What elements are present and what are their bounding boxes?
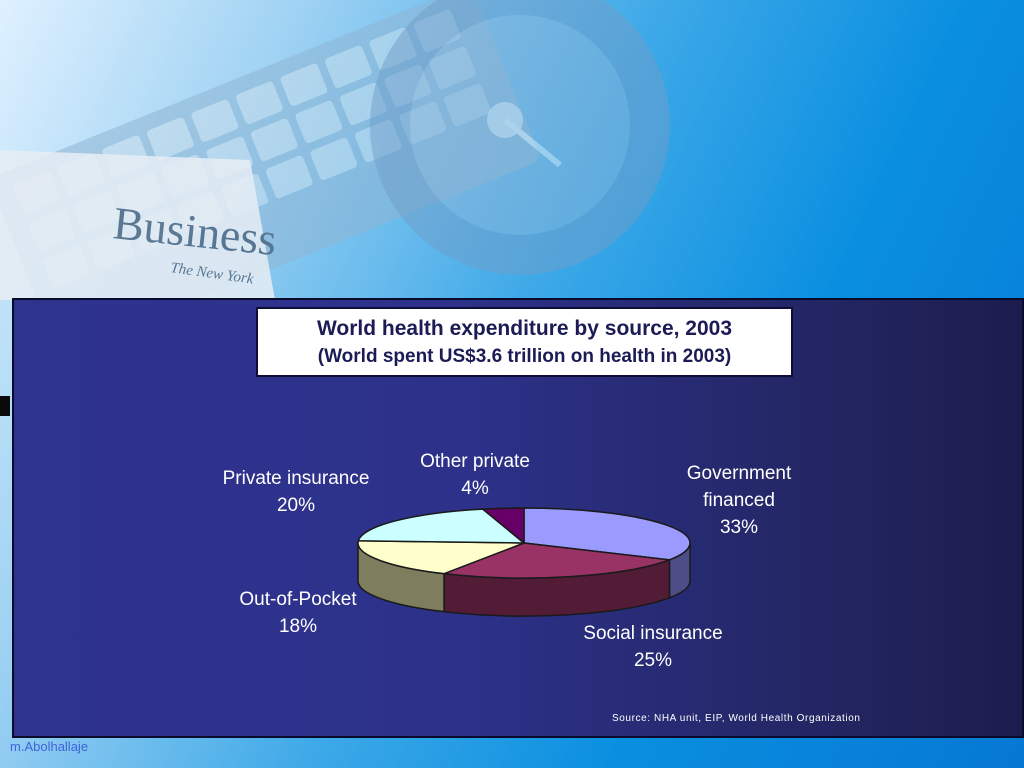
chart-subtitle: (World spent US$3.6 trillion on health i… [317,346,732,367]
chart-title: World health expenditure by source, 2003 [316,317,733,340]
background-illustration: Business The New York [0,0,670,300]
label-private-insurance: Private insurance 20% [200,465,392,519]
label-social-pct: 25% [633,650,673,671]
chart-source: Source: NHA unit, EIP, World Health Orga… [612,713,861,724]
label-oop-line1: Out-of-Pocket [239,589,357,610]
label-government-line2: financed [703,490,775,511]
label-other-line1: Other private [420,451,530,472]
pie-slice-other-private [480,507,525,545]
label-out-of-pocket: Out-of-Pocket 18% [220,586,376,640]
label-government-pct: 33% [719,517,759,538]
label-other-pct: 4% [461,478,489,499]
label-government: Government financed 33% [672,460,806,541]
chart-title-box: World health expenditure by source, 2003… [256,307,793,377]
pie-slice-social-insurance [443,542,670,579]
label-oop-pct: 18% [278,616,318,637]
author-credit: m.Abolhallaje [10,739,89,754]
pie-slice-private-insurance [357,508,527,544]
label-private-ins-line1: Private insurance [222,468,370,489]
panel-side-marker [0,396,10,416]
label-social-insurance: Social insurance 25% [562,620,744,674]
label-social-line1: Social insurance [583,623,723,644]
pie-slice-government-financed [523,507,691,561]
label-other-private: Other private 4% [400,448,550,502]
label-government-line1: Government [686,463,792,484]
label-private-ins-pct: 20% [276,495,316,516]
pie-slice-out-of-pocket [357,540,525,575]
pie-tops [357,507,691,579]
